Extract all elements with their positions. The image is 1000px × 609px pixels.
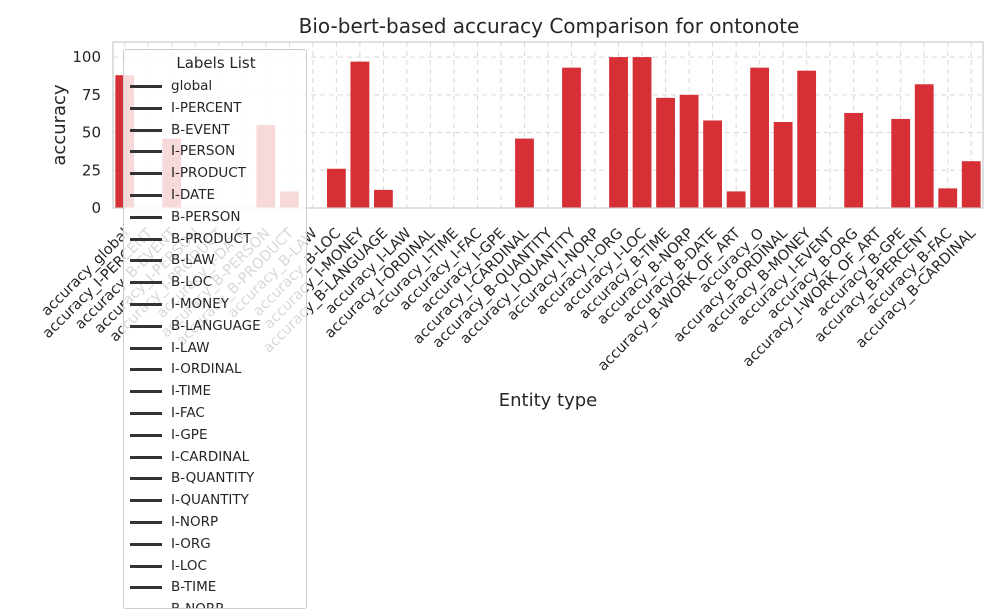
legend-line-marker — [130, 281, 162, 285]
bar-accuracy_B-MONEY — [797, 70, 817, 208]
legend-line-marker — [130, 542, 162, 546]
bar-accuracy_I-QUANTITY — [562, 67, 581, 209]
legend-label: I-PERSON — [171, 143, 236, 160]
legend-label: B-TIME — [171, 579, 217, 596]
y-tick-label: 50 — [82, 124, 101, 142]
legend-label: B-LOC — [171, 274, 213, 291]
bar-accuracy_B-TIME — [656, 97, 675, 208]
legend-line-marker — [130, 215, 162, 219]
legend-line-marker — [130, 303, 162, 306]
legend-label: I-NORP — [171, 514, 219, 530]
bar-accuracy_I-ORG — [609, 57, 628, 208]
bar-accuracy_I-MONEY — [350, 61, 370, 209]
legend-line-marker — [130, 85, 162, 88]
legend-label: I-LOC — [171, 557, 207, 574]
bar-accuracy_I-CARDINAL — [515, 138, 534, 208]
legend-line-marker — [130, 586, 162, 590]
y-axis-label: accuracy — [49, 84, 70, 166]
legend-label: I-ORDINAL — [171, 361, 242, 378]
bar-accuracy_B-LANGUAGE — [374, 189, 393, 208]
legend-label: B-LANGUAGE — [171, 317, 261, 334]
legend-line-marker — [130, 150, 162, 154]
legend-line-marker — [130, 390, 162, 394]
y-tick-label: 0 — [91, 199, 101, 217]
legend-label: B-EVENT — [171, 121, 230, 138]
legend-line-marker — [130, 564, 162, 568]
legend-line-marker — [130, 455, 162, 459]
legend-label: I-GPE — [171, 426, 208, 443]
legend-line-marker — [130, 237, 162, 241]
plot-frame — [112, 41, 984, 209]
legend-label: I-FAC — [171, 405, 205, 421]
legend-label: I-CARDINAL — [171, 448, 250, 465]
y-tick-label: 25 — [82, 161, 101, 179]
bar-accuracy_O — [750, 67, 770, 209]
legend-line-marker — [130, 433, 162, 437]
legend-label: B-LAW — [171, 252, 215, 269]
legend-line-marker — [130, 324, 162, 328]
legend-line-marker — [130, 346, 162, 350]
legend-label: I-PERCENT — [171, 99, 242, 116]
legend-label: I-PRODUCT — [171, 165, 246, 182]
legend: Labels List global I-PERCENT B-EVENT I-PERS… — [123, 49, 307, 609]
bar-accuracy_B-PERCENT — [914, 84, 934, 208]
legend-label: B-QUANTITY — [171, 470, 255, 487]
x-axis-label: Entity type — [499, 390, 597, 411]
bar-accuracy_I-LOC — [632, 57, 652, 208]
bar-accuracy_B-ORG — [844, 112, 864, 208]
legend-line-marker — [130, 172, 162, 176]
legend-line-marker — [130, 128, 162, 132]
legend-line-marker — [130, 259, 162, 263]
bar-accuracy_B-GPE — [891, 118, 911, 208]
legend-title: Labels List — [176, 54, 256, 72]
legend-line-marker — [130, 521, 162, 524]
bar-accuracy_B-CARDINAL — [961, 161, 981, 208]
legend-line-marker — [130, 368, 162, 372]
bar-accuracy_B-NORP — [679, 94, 699, 208]
bar-accuracy_B-ORDINAL — [773, 121, 793, 208]
y-tick-label: 100 — [72, 48, 101, 66]
legend-label: I-ORG — [171, 535, 211, 552]
legend-label: B-PERSON — [171, 208, 241, 225]
legend-label: I-QUANTITY — [171, 492, 249, 509]
bar-accuracy_B-WORK_OF_ART — [726, 191, 746, 208]
legend-label: I-DATE — [171, 187, 215, 203]
y-tick-label: 75 — [82, 86, 101, 104]
legend-line-marker — [130, 194, 162, 197]
legend-label: B-PRODUCT — [171, 230, 252, 247]
legend-label: I-TIME — [171, 383, 212, 400]
legend-line-marker — [130, 477, 162, 481]
bar-accuracy_B-LOC — [326, 168, 346, 208]
legend-label: I-LAW — [171, 339, 210, 356]
bar-accuracy_B-DATE — [703, 120, 722, 208]
legend-line-marker — [130, 412, 162, 415]
legend-line-marker — [130, 499, 162, 503]
legend-line-marker — [130, 106, 162, 110]
legend-label: global — [171, 78, 213, 94]
legend-label: I-MONEY — [171, 296, 230, 312]
chart-title: Bio-bert-based accuracy Comparison for o… — [299, 14, 800, 38]
legend-label: B-NORP — [171, 599, 223, 608]
bar-accuracy_B-FAC — [938, 188, 958, 208]
y-tick-labels: 0 25 50 75 100 — [72, 48, 101, 217]
